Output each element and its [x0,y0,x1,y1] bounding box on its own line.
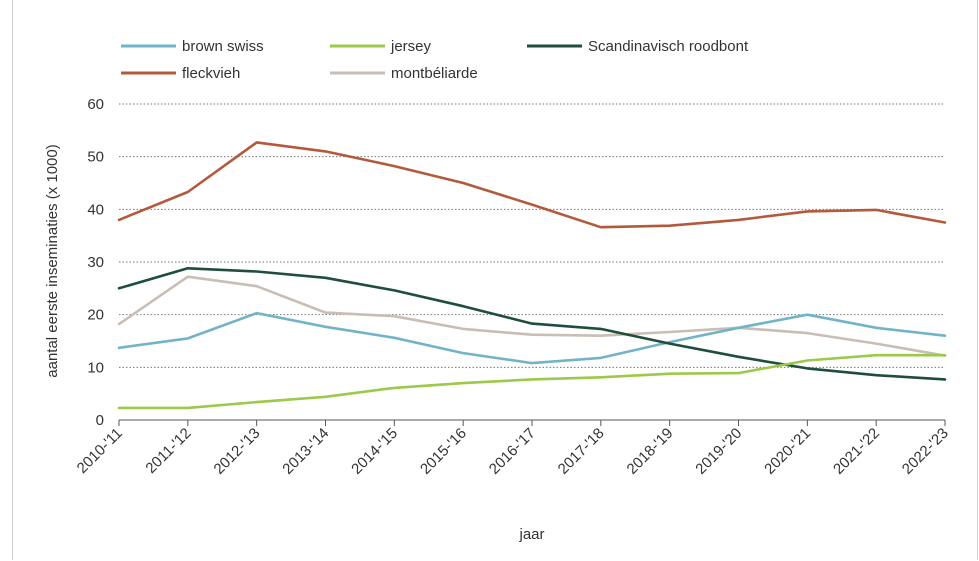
y-tick-labels: 0 10 20 30 40 50 60 [87,96,104,429]
y-tick-label: 10 [87,359,104,376]
legend-item: fleckvieh [121,65,240,82]
legend-label: jersey [390,38,432,55]
series-line [117,141,947,229]
series-line [117,266,947,381]
legend-item: jersey [330,38,432,55]
x-tick-label: 2015-'16 [417,425,470,478]
series-line [117,353,947,410]
legend-item: Scandinavisch roodbont [527,38,749,55]
chart-frame [12,0,978,560]
x-tick-label: 2013-'14 [279,425,332,478]
x-tick-label: 2018-'19 [624,425,677,478]
x-tick-label: 2020-'21 [761,425,814,478]
series-line [117,311,947,365]
y-tick-label: 50 [87,149,104,166]
x-tick-label: 2021-'22 [830,425,883,478]
x-tick-label: 2011-'12 [142,425,194,477]
legend-item: montbéliarde [330,65,478,82]
x-axis-label: jaar [518,526,544,543]
y-axis-label: aantal eerste inseminaties (x 1000) [44,144,61,377]
series-lines [117,141,947,410]
x-tick-label: 2019-'20 [692,425,745,478]
series-line [117,275,947,358]
x-tick-label: 2010-'11 [74,425,126,477]
y-tick-label: 60 [87,96,104,113]
y-tick-label: 40 [87,201,104,218]
y-tick-label: 0 [96,412,104,429]
x-tick-label: 2012-'13 [211,425,264,478]
x-tick-label: 2016-'17 [486,425,539,478]
legend-label: montbéliarde [391,65,478,82]
y-tick-label: 30 [87,254,104,271]
x-tick-label: 2022-'23 [899,425,952,478]
x-tick-labels: 2010-'11 2011-'12 2012-'13 2013-'14 2014-'15… [74,420,952,478]
legend-label: Scandinavisch roodbont [588,38,749,55]
x-tick-label: 2014-'15 [348,425,401,478]
legend: brown swiss jersey Scandinavisch roodbont f… [121,38,749,82]
legend-item: brown swiss [121,38,264,55]
legend-label: fleckvieh [182,65,240,82]
legend-label: brown swiss [182,38,264,55]
x-tick-label: 2017-'18 [555,425,608,478]
y-tick-label: 20 [87,307,104,324]
